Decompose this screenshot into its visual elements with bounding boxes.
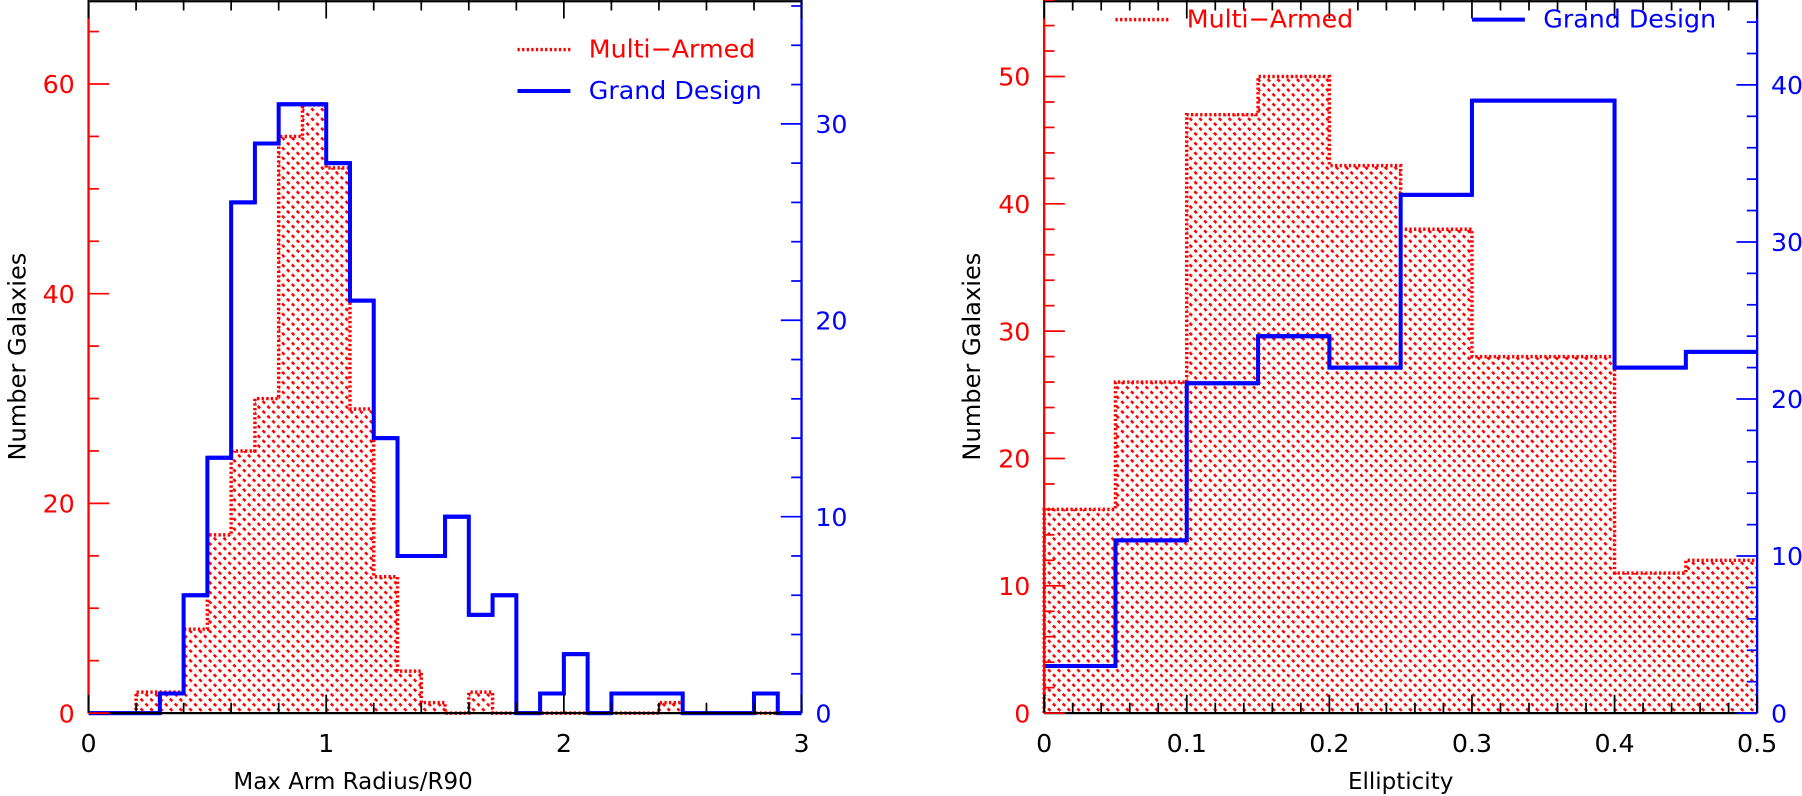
- legend: Multi−Armed Grand Design: [517, 35, 762, 105]
- x-tick-label: 0.1: [1167, 729, 1207, 758]
- multi-armed-bin: [1329, 165, 1401, 714]
- multi-armed-bin: [302, 104, 327, 714]
- x-axis-label: Max Arm Radius/R90: [233, 769, 472, 795]
- x-tick-label: 0.5: [1737, 729, 1777, 758]
- multi-armed-bin: [658, 702, 683, 714]
- multi-armed-bin: [1685, 560, 1758, 714]
- legend: Multi−Armed Grand Design: [1115, 5, 1716, 34]
- x-tick-label: 0: [1036, 729, 1052, 758]
- multi-armed-bin: [254, 398, 279, 714]
- x-axis-label: Ellipticity: [1348, 769, 1453, 795]
- multi-armed-bin: [1258, 76, 1330, 714]
- multi-armed-bin: [207, 534, 232, 714]
- left-y-tick-label: 60: [43, 70, 75, 99]
- x-tick-label: 0.2: [1309, 729, 1349, 758]
- multi-armed-bin: [1543, 356, 1615, 714]
- left-y-tick-label: 10: [998, 572, 1030, 601]
- left-y-tick-label: 40: [43, 280, 75, 309]
- multi-armed-bin: [1471, 356, 1544, 714]
- multi-armed-bin: [159, 692, 184, 714]
- multi-armed-bin: [1400, 229, 1472, 714]
- multi-armed-bin: [278, 136, 303, 714]
- left-y-tick-label: 30: [998, 317, 1030, 346]
- right-y-tick-label: 30: [1771, 228, 1802, 257]
- x-tick-label: 2: [556, 729, 572, 758]
- right-y-tick-label: 30: [815, 110, 847, 139]
- right-y-tick-label: 0: [815, 699, 831, 728]
- legend-grand-design-label: Grand Design: [1543, 5, 1716, 34]
- right-y-tick-label: 0: [1771, 699, 1787, 728]
- y-axis-label: Number Galaxies: [958, 253, 986, 461]
- right-y-tick-label: 20: [815, 306, 847, 335]
- x-tick-label: 3: [793, 729, 809, 758]
- multi-armed-bin: [1115, 382, 1187, 714]
- multi-armed-bin: [349, 409, 374, 714]
- legend-multi-armed-label: Multi−Armed: [589, 35, 755, 64]
- right-y-tick-label: 10: [815, 503, 847, 532]
- right-y-tick-label: 40: [1771, 71, 1802, 100]
- multi-armed-bin: [136, 692, 160, 714]
- left-y-tick-label: 40: [998, 190, 1030, 219]
- legend-multi-armed-label: Multi−Armed: [1187, 5, 1353, 34]
- y-axis-label: Number Galaxies: [3, 253, 31, 461]
- right-y-tick-label: 10: [1771, 542, 1802, 571]
- left-y-tick-label: 20: [43, 490, 75, 519]
- multi-armed-outline: [88, 103, 802, 715]
- x-tick-label: 0: [81, 729, 97, 758]
- multi-armed-bin: [397, 671, 422, 714]
- ellipticity-histogram: 0 0.1 0.2 0.3 0.4 0.501020304050010203040Elli…: [958, 0, 1802, 795]
- x-tick-label: 0.3: [1452, 729, 1492, 758]
- multi-armed-bin: [1186, 114, 1259, 714]
- multi-armed-bin: [326, 167, 350, 714]
- right-y-tick-label: 20: [1771, 385, 1802, 414]
- left-y-tick-label: 20: [998, 445, 1030, 474]
- multi-armed-bin: [1044, 509, 1116, 714]
- multi-armed-outline: [1042, 74, 1758, 714]
- x-tick-label: 1: [318, 729, 334, 758]
- grand-design-line: [88, 102, 802, 716]
- multi-armed-bin: [421, 702, 446, 714]
- multi-armed-bin: [183, 629, 208, 714]
- multi-armed-bin: [373, 576, 398, 714]
- left-y-tick-label: 50: [998, 63, 1030, 92]
- multi-armed-bin: [468, 692, 493, 714]
- multi-armed-bin: [231, 450, 255, 714]
- multi-armed-bin: [1614, 573, 1686, 714]
- legend-grand-design-label: Grand Design: [589, 76, 762, 105]
- left-y-tick-label: 0: [59, 699, 75, 728]
- x-tick-label: 0.4: [1594, 729, 1634, 758]
- left-y-tick-label: 0: [1014, 699, 1030, 728]
